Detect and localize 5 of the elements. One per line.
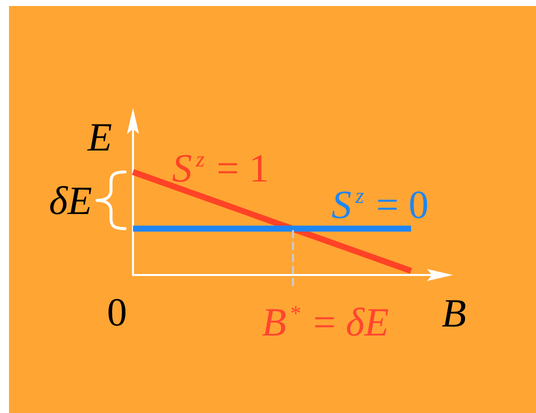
annotation: δE (48, 178, 92, 223)
y-axis-title: E (86, 114, 112, 160)
text: B* = δE (262, 300, 389, 344)
text: 0 (107, 290, 127, 334)
x-axis-title: B (442, 290, 466, 336)
